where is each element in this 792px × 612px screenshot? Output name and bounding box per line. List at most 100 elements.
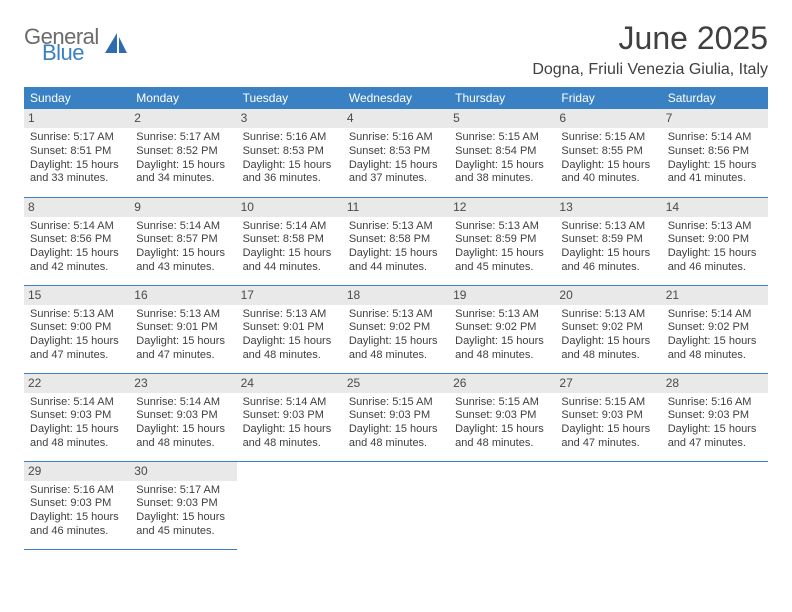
sunrise-line: Sunrise: 5:13 AM [455, 220, 549, 234]
brand-logo: General Blue [24, 20, 129, 64]
calendar-day-cell: 3Sunrise: 5:16 AMSunset: 8:53 PMDaylight… [237, 109, 343, 197]
sunrise-line: Sunrise: 5:15 AM [349, 396, 443, 410]
sunrise-line: Sunrise: 5:14 AM [668, 131, 762, 145]
day-number: 16 [130, 286, 236, 305]
brand-text-stack: General Blue [24, 26, 99, 64]
day-number: 25 [343, 374, 449, 393]
sunrise-line: Sunrise: 5:13 AM [561, 308, 655, 322]
sunset-line: Sunset: 8:52 PM [136, 145, 230, 159]
location-subtitle: Dogna, Friuli Venezia Giulia, Italy [532, 61, 768, 79]
calendar-day-cell: 30Sunrise: 5:17 AMSunset: 9:03 PMDayligh… [130, 461, 236, 549]
daylight-line: Daylight: 15 hours and 47 minutes. [136, 335, 230, 363]
sunset-line: Sunset: 9:03 PM [136, 409, 230, 423]
sunrise-line: Sunrise: 5:17 AM [136, 484, 230, 498]
sunset-line: Sunset: 9:00 PM [668, 233, 762, 247]
daylight-line: Daylight: 15 hours and 41 minutes. [668, 159, 762, 187]
brand-blue: Blue [42, 42, 99, 64]
daylight-line: Daylight: 15 hours and 47 minutes. [668, 423, 762, 451]
sunrise-line: Sunrise: 5:14 AM [668, 308, 762, 322]
calendar-day-cell: 25Sunrise: 5:15 AMSunset: 9:03 PMDayligh… [343, 373, 449, 461]
day-number: 8 [24, 198, 130, 217]
daylight-line: Daylight: 15 hours and 48 minutes. [30, 423, 124, 451]
daylight-line: Daylight: 15 hours and 48 minutes. [455, 335, 549, 363]
calendar-day-cell: 6Sunrise: 5:15 AMSunset: 8:55 PMDaylight… [555, 109, 661, 197]
sunset-line: Sunset: 9:03 PM [455, 409, 549, 423]
sunrise-line: Sunrise: 5:14 AM [30, 220, 124, 234]
calendar-day-cell [449, 461, 555, 549]
weekday-header: Thursday [449, 87, 555, 109]
sunset-line: Sunset: 9:03 PM [561, 409, 655, 423]
calendar-body: 1Sunrise: 5:17 AMSunset: 8:51 PMDaylight… [24, 109, 768, 549]
daylight-line: Daylight: 15 hours and 48 minutes. [455, 423, 549, 451]
calendar-week-row: 15Sunrise: 5:13 AMSunset: 9:00 PMDayligh… [24, 285, 768, 373]
calendar-header-row: Sunday Monday Tuesday Wednesday Thursday… [24, 87, 768, 109]
calendar-day-cell: 17Sunrise: 5:13 AMSunset: 9:01 PMDayligh… [237, 285, 343, 373]
weekday-header: Tuesday [237, 87, 343, 109]
day-number: 2 [130, 109, 236, 128]
sunset-line: Sunset: 8:54 PM [455, 145, 549, 159]
daylight-line: Daylight: 15 hours and 48 minutes. [243, 423, 337, 451]
day-number: 10 [237, 198, 343, 217]
daylight-line: Daylight: 15 hours and 38 minutes. [455, 159, 549, 187]
daylight-line: Daylight: 15 hours and 46 minutes. [30, 511, 124, 539]
weekday-header: Saturday [662, 87, 768, 109]
day-number: 6 [555, 109, 661, 128]
sunset-line: Sunset: 9:01 PM [243, 321, 337, 335]
calendar-week-row: 29Sunrise: 5:16 AMSunset: 9:03 PMDayligh… [24, 461, 768, 549]
sunrise-line: Sunrise: 5:17 AM [136, 131, 230, 145]
sunset-line: Sunset: 9:03 PM [30, 497, 124, 511]
calendar-day-cell: 5 Sunrise: 5:15 AMSunset: 8:54 PMDaylight… [449, 109, 555, 197]
sunrise-line: Sunrise: 5:14 AM [30, 396, 124, 410]
sunrise-line: Sunrise: 5:13 AM [349, 220, 443, 234]
weekday-header: Sunday [24, 87, 130, 109]
sunrise-line: Sunrise: 5:13 AM [668, 220, 762, 234]
header: General Blue June 2025 Dogna, Friuli Ven… [24, 20, 768, 79]
day-number: 5 [449, 109, 555, 128]
daylight-line: Daylight: 15 hours and 47 minutes. [561, 423, 655, 451]
calendar-day-cell: 23Sunrise: 5:14 AMSunset: 9:03 PMDayligh… [130, 373, 236, 461]
daylight-line: Daylight: 15 hours and 48 minutes. [561, 335, 655, 363]
sunset-line: Sunset: 8:55 PM [561, 145, 655, 159]
calendar-day-cell: 28Sunrise: 5:16 AMSunset: 9:03 PMDayligh… [662, 373, 768, 461]
calendar-day-cell: 7Sunrise: 5:14 AMSunset: 8:56 PMDaylight… [662, 109, 768, 197]
sunrise-line: Sunrise: 5:14 AM [243, 396, 337, 410]
day-number: 19 [449, 286, 555, 305]
day-number: 20 [555, 286, 661, 305]
day-number: 27 [555, 374, 661, 393]
sunset-line: Sunset: 8:53 PM [349, 145, 443, 159]
sunrise-line: Sunrise: 5:17 AM [30, 131, 124, 145]
calendar-table: Sunday Monday Tuesday Wednesday Thursday… [24, 87, 768, 550]
day-number: 3 [237, 109, 343, 128]
calendar-week-row: 22Sunrise: 5:14 AMSunset: 9:03 PMDayligh… [24, 373, 768, 461]
daylight-line: Daylight: 15 hours and 43 minutes. [136, 247, 230, 275]
calendar-day-cell: 14 Sunrise: 5:13 AMSunset: 9:00 PMDayligh… [662, 197, 768, 285]
daylight-line: Daylight: 15 hours and 45 minutes. [136, 511, 230, 539]
daylight-line: Daylight: 15 hours and 46 minutes. [668, 247, 762, 275]
day-number: 7 [662, 109, 768, 128]
sunset-line: Sunset: 9:03 PM [349, 409, 443, 423]
day-number: 22 [24, 374, 130, 393]
sunset-line: Sunset: 9:00 PM [30, 321, 124, 335]
sunrise-line: Sunrise: 5:15 AM [455, 131, 549, 145]
calendar-day-cell: 20Sunrise: 5:13 AMSunset: 9:02 PMDayligh… [555, 285, 661, 373]
day-number: 23 [130, 374, 236, 393]
brand-sail-icon [103, 31, 129, 60]
sunset-line: Sunset: 9:03 PM [668, 409, 762, 423]
sunset-line: Sunset: 9:02 PM [455, 321, 549, 335]
daylight-line: Daylight: 15 hours and 42 minutes. [30, 247, 124, 275]
sunrise-line: Sunrise: 5:16 AM [349, 131, 443, 145]
calendar-day-cell: 18Sunrise: 5:13 AMSunset: 9:02 PMDayligh… [343, 285, 449, 373]
daylight-line: Daylight: 15 hours and 48 minutes. [349, 335, 443, 363]
day-number: 29 [24, 462, 130, 481]
sunrise-line: Sunrise: 5:13 AM [455, 308, 549, 322]
sunrise-line: Sunrise: 5:16 AM [30, 484, 124, 498]
sunset-line: Sunset: 8:56 PM [30, 233, 124, 247]
sunset-line: Sunset: 8:58 PM [349, 233, 443, 247]
day-number: 14 [662, 198, 768, 217]
sunset-line: Sunset: 9:02 PM [668, 321, 762, 335]
day-number: 17 [237, 286, 343, 305]
sunrise-line: Sunrise: 5:13 AM [136, 308, 230, 322]
sunrise-line: Sunrise: 5:15 AM [561, 131, 655, 145]
sunrise-line: Sunrise: 5:13 AM [349, 308, 443, 322]
day-number: 30 [130, 462, 236, 481]
